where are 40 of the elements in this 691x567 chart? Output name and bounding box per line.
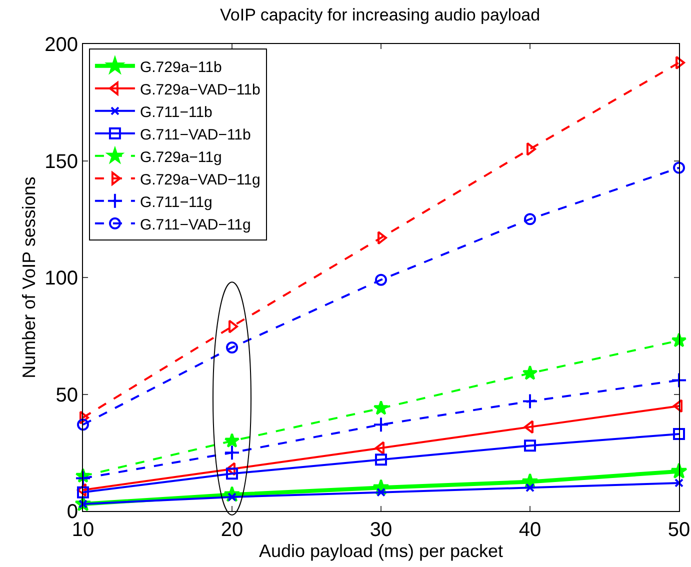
legend-label: G.729a−11g bbox=[140, 148, 222, 166]
point bbox=[524, 213, 536, 226]
x-tick-label: 30 bbox=[370, 519, 392, 541]
point bbox=[77, 418, 89, 431]
y-tick-label: 100 bbox=[44, 268, 78, 290]
y-axis-title: Number of VoIP sessions bbox=[18, 176, 39, 378]
point bbox=[224, 432, 240, 448]
point bbox=[226, 342, 238, 354]
legend-label: G.729a−11b bbox=[140, 58, 222, 76]
point bbox=[224, 444, 240, 461]
point bbox=[77, 486, 89, 498]
point bbox=[375, 454, 387, 466]
point bbox=[75, 470, 91, 486]
legend-label: G.711−11g bbox=[140, 194, 212, 211]
point bbox=[375, 274, 387, 286]
x-axis-title: Audio payload (ms) per packet bbox=[258, 541, 504, 561]
point bbox=[674, 478, 684, 488]
y-tick-label: 150 bbox=[44, 150, 78, 173]
y-tick-label: 200 bbox=[44, 34, 78, 56]
point bbox=[226, 468, 238, 480]
point bbox=[524, 440, 536, 452]
chart-title: VoIP capacity for increasing audio payload bbox=[220, 5, 540, 24]
legend-label: G.729a−VAD−11g bbox=[140, 171, 260, 188]
x-tick-label: 40 bbox=[518, 519, 542, 541]
point bbox=[673, 162, 685, 174]
legend-label: G.711−VAD−11g bbox=[140, 216, 251, 234]
point bbox=[526, 483, 534, 492]
point bbox=[522, 365, 538, 380]
y-tick-label: 50 bbox=[56, 384, 78, 406]
x-tick-label: 50 bbox=[668, 519, 690, 541]
legend-label: G.729a−VAD−11b bbox=[140, 81, 260, 98]
point bbox=[373, 416, 389, 433]
legend-label: G.711−11b bbox=[140, 104, 212, 121]
point bbox=[671, 372, 687, 388]
point bbox=[673, 428, 685, 440]
legend-label: G.711−VAD−11b bbox=[140, 126, 251, 144]
point bbox=[376, 488, 386, 497]
point bbox=[522, 393, 538, 410]
point bbox=[373, 400, 389, 415]
x-tick-label: 20 bbox=[220, 519, 244, 541]
